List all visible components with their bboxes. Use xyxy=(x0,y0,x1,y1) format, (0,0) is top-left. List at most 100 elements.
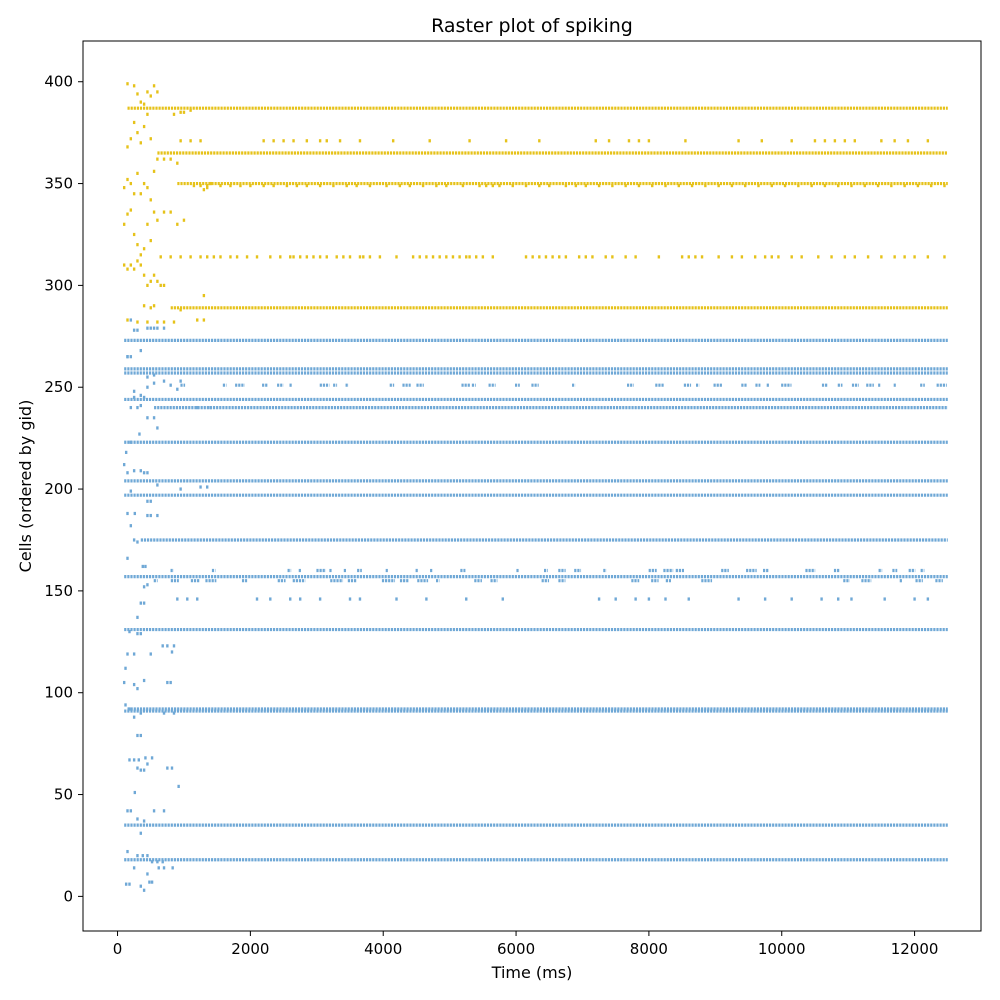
spike-mark xyxy=(189,139,192,143)
spike-mark xyxy=(627,139,631,143)
spike-mark xyxy=(929,184,933,188)
spike-mark xyxy=(431,255,435,259)
spike-mark xyxy=(132,120,136,125)
spike-mark xyxy=(926,597,930,601)
x-tick-label: 10000 xyxy=(758,940,806,958)
spike-mark xyxy=(790,139,793,143)
spike-mark xyxy=(730,184,734,188)
spike-mark xyxy=(136,540,139,544)
spike-mark xyxy=(146,416,149,420)
spike-mark xyxy=(255,255,259,259)
spike-mark xyxy=(893,139,896,143)
spike-mark xyxy=(289,255,292,259)
spike-mark xyxy=(156,157,159,161)
spike-mark xyxy=(484,184,488,188)
spike-mark xyxy=(129,524,133,528)
spike-mark xyxy=(783,184,787,188)
spike-mark xyxy=(269,255,272,259)
spike-mark xyxy=(141,854,144,858)
spike-mark xyxy=(169,383,172,387)
spike-mark xyxy=(146,283,149,287)
spike-mark xyxy=(524,255,528,259)
spike-mark xyxy=(152,169,156,173)
spike-mark xyxy=(800,255,803,259)
spike-mark xyxy=(564,255,568,259)
spike-mark xyxy=(122,463,126,467)
spike-mark xyxy=(239,184,242,188)
spike-mark xyxy=(136,733,139,738)
spike-mark xyxy=(358,597,362,601)
spike-mark xyxy=(262,139,265,143)
spike-mark xyxy=(763,255,767,259)
spike-mark xyxy=(358,139,362,143)
spike-mark xyxy=(179,255,182,259)
spike-mark xyxy=(149,326,152,330)
spike-mark xyxy=(465,255,468,259)
spike-mark xyxy=(680,255,684,259)
spike-mark xyxy=(637,139,641,143)
x-tick-label: 2000 xyxy=(231,940,269,958)
y-tick-label: 0 xyxy=(63,887,73,905)
spike-mark xyxy=(156,279,159,283)
spike-mark xyxy=(170,650,174,654)
spike-mark xyxy=(737,597,740,601)
spike-mark xyxy=(139,632,142,636)
spike-mark xyxy=(880,139,883,143)
spike-mark xyxy=(146,320,149,324)
spike-mark xyxy=(548,184,551,188)
spike-mark xyxy=(176,597,179,601)
spike-mark xyxy=(156,426,159,430)
spike-mark xyxy=(362,255,365,259)
x-tick-label: 6000 xyxy=(497,940,535,958)
spike-mark xyxy=(820,597,823,601)
spike-mark xyxy=(136,766,139,770)
spike-mark xyxy=(335,255,338,259)
spike-mark xyxy=(332,184,335,188)
spike-mark xyxy=(171,866,174,870)
spike-mark xyxy=(142,585,146,589)
spike-mark xyxy=(883,597,886,601)
y-tick-label: 50 xyxy=(54,786,73,804)
spike-mark xyxy=(169,255,172,259)
spike-mark xyxy=(206,186,209,190)
spike-mark xyxy=(763,597,767,601)
x-tick-label: 8000 xyxy=(630,940,668,958)
spike-mark xyxy=(132,328,136,332)
spike-mark xyxy=(162,866,166,870)
spike-mark xyxy=(142,471,146,475)
spike-mark xyxy=(182,110,186,114)
spike-mark xyxy=(790,597,793,601)
spike-mark xyxy=(149,499,152,503)
spike-mark xyxy=(142,273,146,277)
spike-mark xyxy=(152,373,156,377)
spike-mark xyxy=(823,139,827,143)
spike-mark xyxy=(142,819,146,823)
spike-mark xyxy=(943,255,946,259)
spike-mark xyxy=(129,263,133,267)
spike-mark xyxy=(770,184,773,188)
spike-mark xyxy=(664,597,667,601)
spike-mark xyxy=(139,884,142,888)
spike-mark xyxy=(146,872,149,876)
spike-mark xyxy=(126,471,129,475)
spike-mark xyxy=(468,139,471,143)
spike-mark xyxy=(538,255,541,259)
spike-mark xyxy=(152,326,156,330)
spike-mark xyxy=(199,485,202,489)
spike-mark xyxy=(272,139,275,143)
spike-mark xyxy=(169,157,172,161)
spike-mark xyxy=(124,666,127,670)
spike-mark xyxy=(142,395,146,400)
spike-mark xyxy=(348,255,352,259)
spike-mark xyxy=(777,255,780,259)
spike-mark xyxy=(295,184,299,188)
spike-mark xyxy=(132,395,136,400)
spike-mark xyxy=(318,184,322,188)
spike-mark xyxy=(149,306,152,310)
spike-mark xyxy=(475,255,478,259)
spike-mark xyxy=(584,184,587,188)
spike-mark xyxy=(124,882,128,886)
spike-mark xyxy=(491,255,495,259)
y-tick-label: 200 xyxy=(44,480,73,498)
